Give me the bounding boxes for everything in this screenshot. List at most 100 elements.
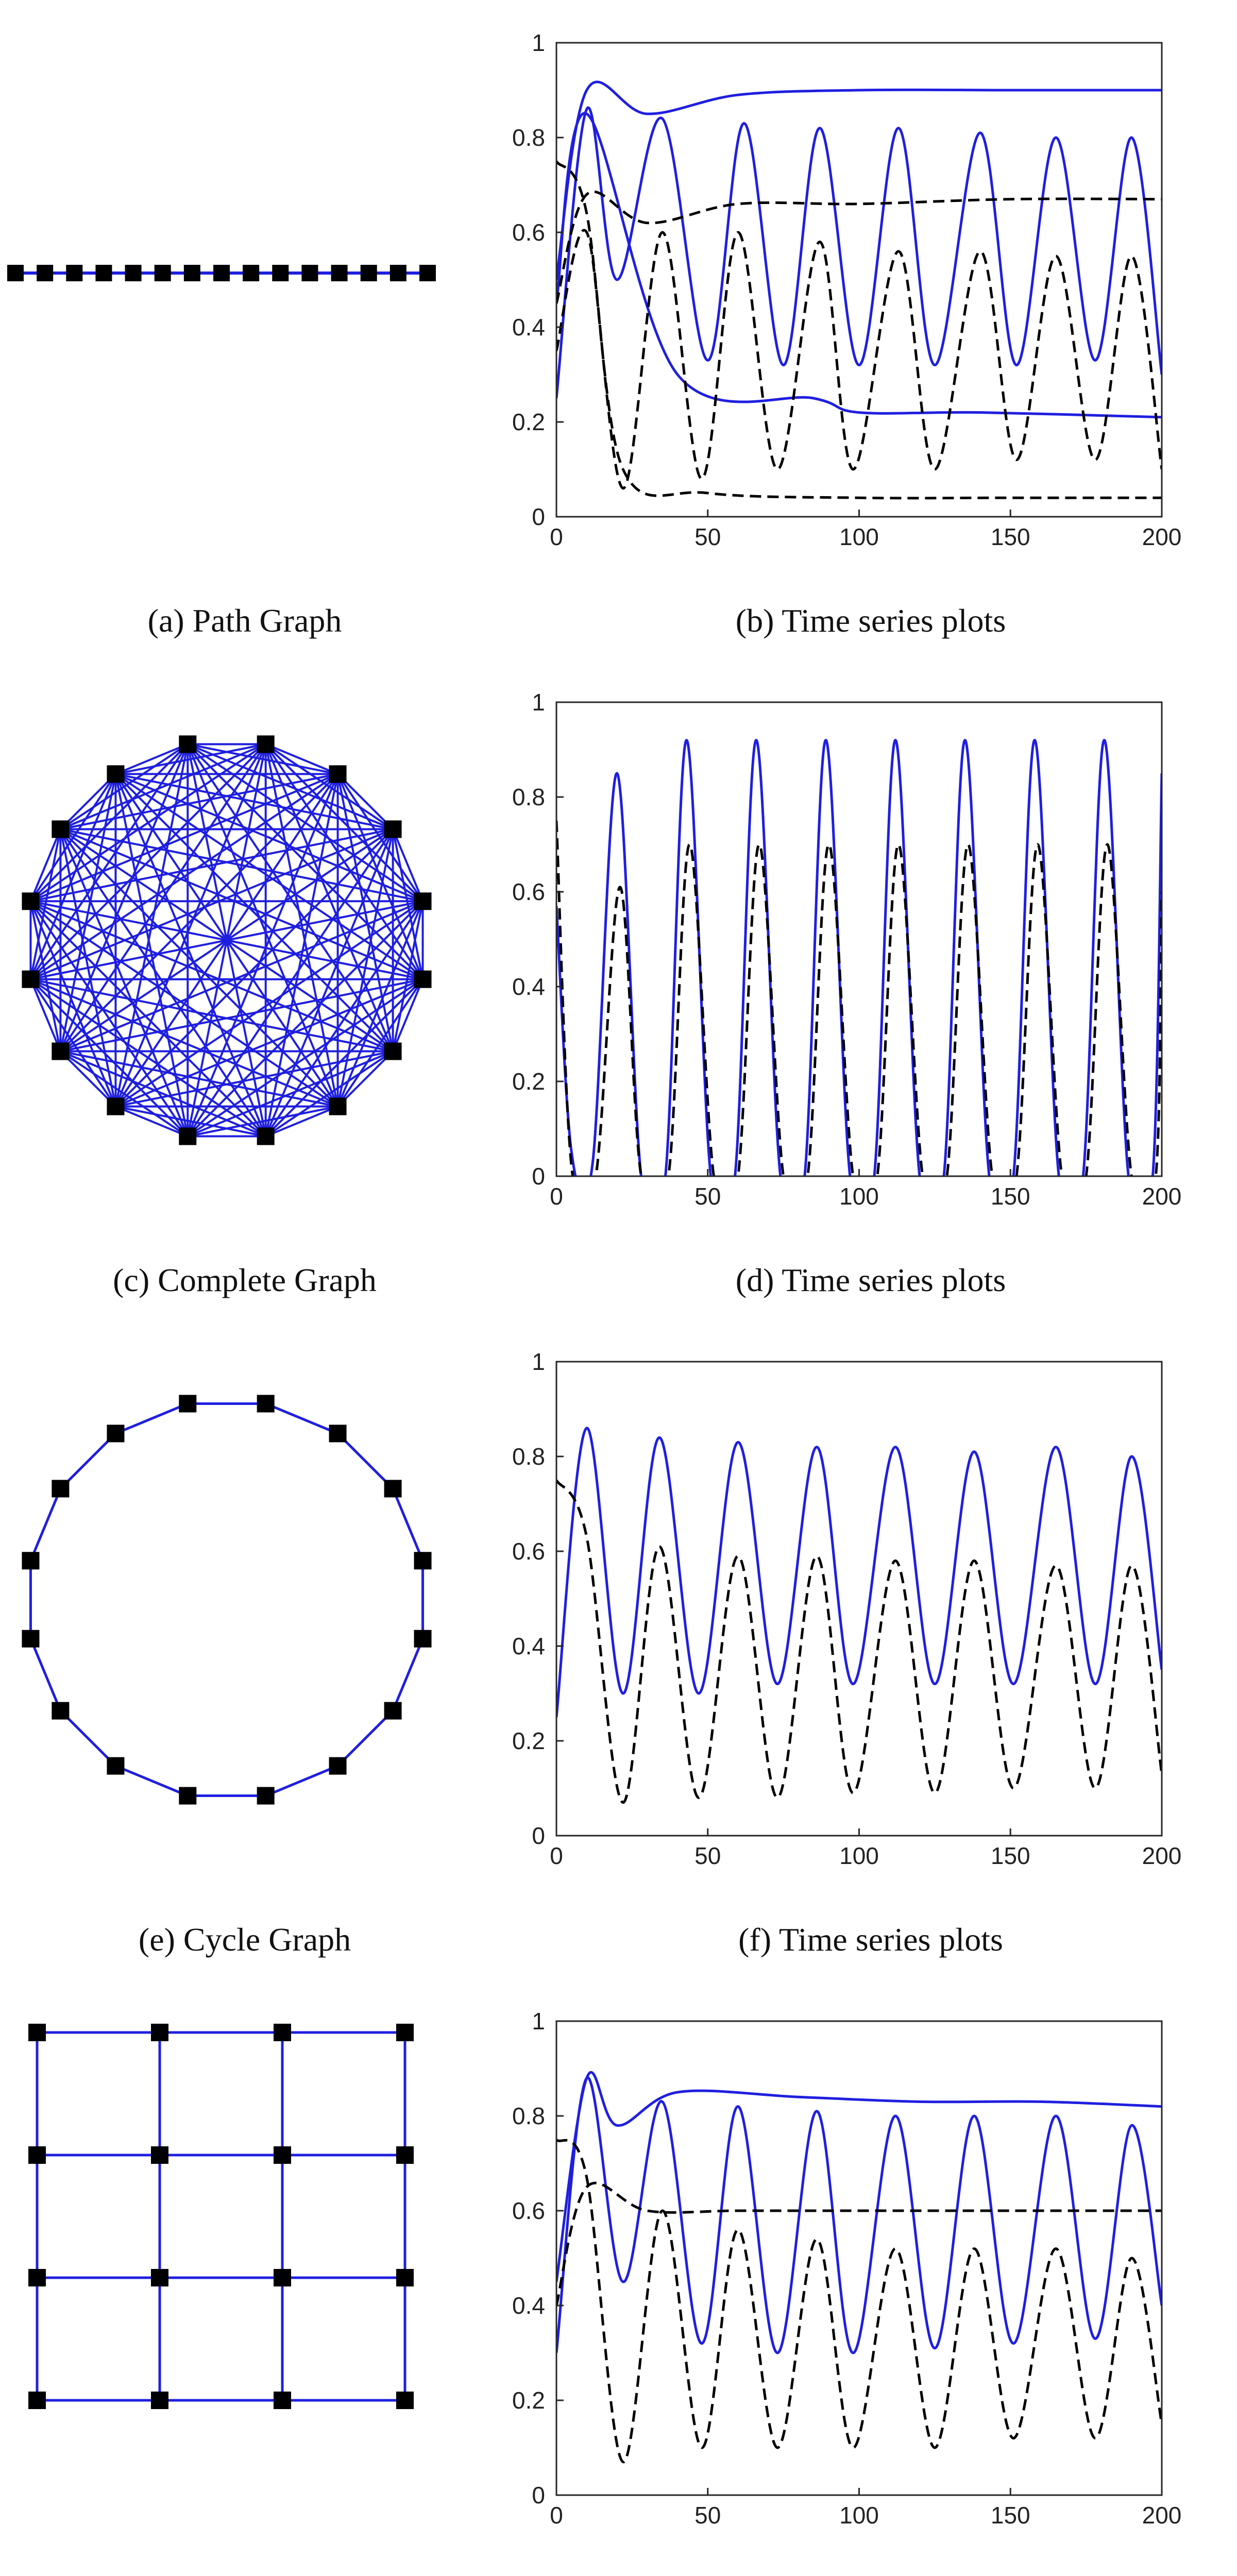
plot-area [556, 739, 1162, 1176]
graph-node [28, 2146, 46, 2164]
graph-node [396, 2269, 414, 2286]
graph-node [37, 265, 54, 281]
graph-node [22, 892, 40, 910]
graph-node [419, 265, 436, 281]
graph-caption: (c) Complete Graph [113, 1262, 377, 1298]
graph-node [384, 1042, 402, 1060]
graph-edge [59, 1709, 117, 1767]
y-tick-label: 1 [532, 29, 545, 56]
graph-node [52, 1702, 70, 1720]
y-tick-label: 1 [532, 1348, 545, 1375]
graph-svg [22, 735, 432, 1145]
y-tick-label: 1 [532, 689, 545, 716]
graph-node [329, 1425, 347, 1443]
graph-edge [187, 900, 423, 1137]
graph-edge [60, 1050, 266, 1138]
series-line-1 [556, 80, 1162, 280]
graph-edge [59, 1432, 117, 1490]
graph-edge [265, 1402, 338, 1435]
graph-edge [265, 743, 338, 775]
graph-edge [337, 1050, 394, 1108]
graph-svg [28, 2024, 414, 2409]
graph-edge [29, 978, 62, 1052]
plot-area [556, 1427, 1162, 1804]
chart-caption: (d) Time series plots [735, 1262, 1006, 1298]
graph-node [384, 1702, 402, 1720]
graph-node [7, 265, 24, 281]
graph-node [274, 2024, 291, 2041]
y-tick-label: 0.4 [512, 1633, 545, 1659]
graph-edge [59, 1050, 116, 1108]
graph-edge [392, 1488, 424, 1562]
graph-edge [30, 743, 267, 980]
graph-node [213, 265, 230, 281]
axes-frame [555, 701, 1163, 1177]
graph-edge [187, 1050, 394, 1138]
chart-svg: 0 50 100 150 200 0 0.2 0.4 0.6 0.8 1 t [512, 1348, 1181, 1875]
graph-edge [30, 978, 189, 1137]
graph-node [329, 1757, 347, 1775]
x-tick-label: 100 [839, 2502, 879, 2529]
panel-row-1: 0 50 100 150 200 0 0.2 0.4 0.6 0.8 1 t (c) Complete … [0, 659, 1237, 1319]
graph-edge [29, 773, 117, 980]
graph-node [301, 265, 318, 281]
graph-edge [336, 1709, 394, 1767]
graph-edge [30, 828, 394, 980]
x-tick-label: 200 [1142, 2502, 1182, 2529]
graph-edge [392, 978, 424, 1052]
graph-caption: (e) Cycle Graph [138, 1921, 351, 1958]
y-tick-label: 0.6 [512, 878, 545, 905]
graph-node [272, 265, 289, 281]
graph-edge [336, 978, 424, 1107]
graph-edge [264, 828, 394, 1137]
graph-edge [30, 828, 394, 903]
graph-edge [60, 900, 423, 1053]
series-line-0 [556, 2076, 1162, 2354]
graph-node [414, 970, 432, 988]
graph-node [414, 1552, 432, 1570]
graph-node [274, 2392, 291, 2409]
y-tick-label: 0 [532, 1163, 545, 1190]
y-tick-label: 0.6 [512, 219, 545, 246]
series-line-3 [556, 160, 1162, 490]
graph-edge [336, 773, 424, 980]
time-series-chart: 0 50 100 150 200 0 0.2 0.4 0.6 0.8 1 t [453, 659, 1237, 1216]
graph-node [414, 1630, 432, 1648]
y-tick-label: 0.2 [512, 2387, 545, 2414]
graph-node [257, 1395, 275, 1413]
graph-edge [30, 900, 394, 1053]
graph-edge [336, 1432, 394, 1490]
panel-row-0: 0 50 100 150 200 0 0.2 0.4 0.6 0.8 1 t (a) Path Grap… [0, 0, 1237, 659]
graph-node [151, 2024, 168, 2041]
plot-area [556, 80, 1162, 500]
graph-node [107, 1425, 125, 1443]
graph-edge [115, 773, 423, 903]
graph-edge [29, 1638, 62, 1711]
chart-svg: 0 50 100 150 200 0 0.2 0.4 0.6 0.8 1 t [512, 29, 1181, 556]
graph-node [151, 2269, 168, 2286]
y-tick-label: 0.4 [512, 973, 545, 1000]
time-series-chart: 0 50 100 150 200 0 0.2 0.4 0.6 0.8 1 t [453, 1978, 1237, 2535]
series-line-0 [556, 106, 1162, 399]
graph-edge [59, 828, 338, 1108]
graph-edge [265, 1105, 338, 1138]
graph-node [414, 892, 432, 910]
x-tick-label: 200 [1142, 1183, 1182, 1210]
x-axis-label: t [856, 553, 864, 556]
graph-svg [7, 265, 436, 281]
graph-node [179, 735, 197, 753]
x-tick-label: 150 [991, 523, 1030, 550]
y-tick-label: 0.4 [512, 314, 545, 341]
x-tick-label: 50 [694, 1183, 721, 1210]
x-axis-label: t [856, 1872, 864, 1875]
y-tick-label: 0.4 [512, 2292, 545, 2319]
graph-node [179, 1127, 197, 1145]
x-tick-label: 150 [991, 1842, 1030, 1869]
series-line-0 [556, 739, 1162, 1176]
series-line-0 [556, 1427, 1162, 1718]
graph-node [52, 1042, 70, 1060]
graph-edge [59, 773, 116, 830]
graph-edge [30, 773, 338, 903]
graph-drawing-path [0, 0, 453, 556]
graph-edge [29, 901, 117, 1107]
